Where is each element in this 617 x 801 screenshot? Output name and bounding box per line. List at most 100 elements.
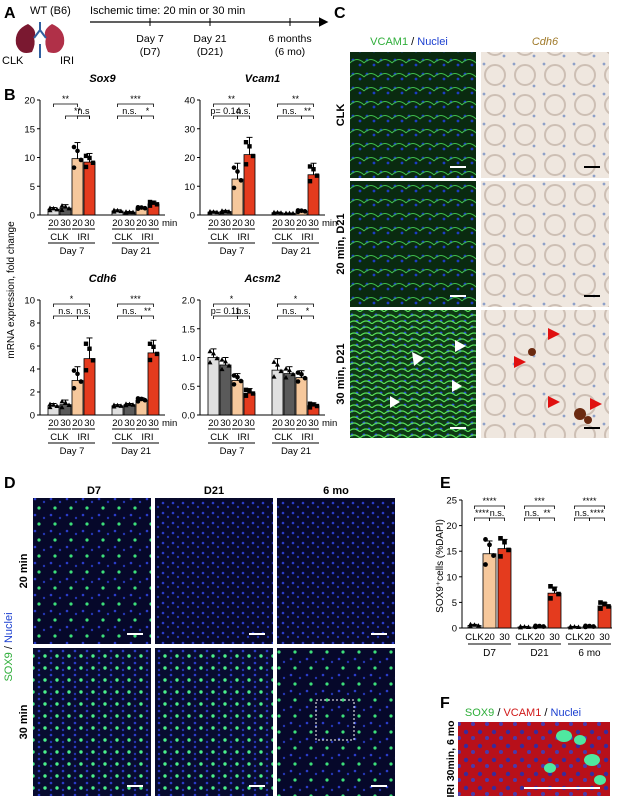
data-point xyxy=(71,144,77,150)
data-point xyxy=(207,359,213,365)
data-point xyxy=(602,601,607,607)
y-tick-label: 0 xyxy=(30,411,35,422)
panel-f: SOX9 / VCAM1 / Nuclei IRI 30min, 6 mo xyxy=(445,707,610,798)
x-tick-label: CLK xyxy=(515,632,534,643)
d-side-label: SOX9 / Nuclei xyxy=(3,612,15,681)
data-point xyxy=(59,203,65,208)
data-point xyxy=(290,210,296,216)
c-header-cdh6: Cdh6 xyxy=(532,36,559,48)
c-header-slash: / xyxy=(408,36,417,48)
c-row-30min: 30 min, D21 xyxy=(335,343,347,404)
data-point xyxy=(135,204,141,210)
d-img-30-d21 xyxy=(155,648,273,796)
x-tick-label: 20 xyxy=(48,218,59,229)
x-tick-label: 30 xyxy=(124,218,135,229)
sig-bracket xyxy=(301,315,314,319)
data-point xyxy=(207,209,213,214)
x-tick-label: 20 xyxy=(232,418,243,429)
d-img-20-d21 xyxy=(155,498,273,644)
sig-bracket xyxy=(301,115,314,119)
c-header-vcam: VCAM1 / Nuclei xyxy=(370,36,448,48)
x-tick-label: CLK xyxy=(465,632,484,643)
data-point xyxy=(468,621,473,627)
bar xyxy=(219,364,232,416)
x-tick-label: 20 xyxy=(112,218,123,229)
c-brown-stain xyxy=(528,348,592,424)
data-point xyxy=(583,623,588,629)
data-point xyxy=(483,562,488,567)
x-unit-label: min xyxy=(162,418,177,429)
sig-bracket xyxy=(213,115,238,119)
data-point xyxy=(111,207,117,213)
bar xyxy=(147,352,160,416)
data-point xyxy=(66,402,72,408)
x-group-clk: CLK xyxy=(114,432,133,443)
f-header: SOX9 / VCAM1 / Nuclei xyxy=(465,707,581,719)
data-point xyxy=(518,623,523,629)
x-tick-label: 30 xyxy=(60,418,71,429)
d-inset-box xyxy=(315,699,355,741)
data-point xyxy=(207,348,213,354)
sig-bracket xyxy=(474,505,505,509)
x-tick-label: 30 xyxy=(84,218,95,229)
sig-bracket xyxy=(53,103,78,107)
sig-label: n.s. xyxy=(76,306,91,316)
sig-label: * xyxy=(146,106,150,116)
bar xyxy=(497,548,512,629)
sig-bracket xyxy=(574,505,605,509)
data-point xyxy=(235,169,240,174)
sig-label: * xyxy=(230,294,234,304)
data-point xyxy=(83,164,89,170)
data-point xyxy=(111,402,117,407)
data-point xyxy=(231,373,237,378)
c-if-30min xyxy=(350,310,476,438)
data-point xyxy=(247,388,252,394)
x-tick-label: 30 xyxy=(244,218,255,229)
sig-label: n.s. xyxy=(236,106,251,116)
data-point xyxy=(47,401,53,407)
x-group-iri: IRI xyxy=(141,232,153,243)
x-group-iri: IRI xyxy=(77,432,89,443)
x-tick-label: 20 xyxy=(296,418,307,429)
data-point xyxy=(71,368,77,373)
data-point xyxy=(147,357,153,363)
d-col-d7: D7 xyxy=(87,485,101,497)
sig-label: n.s. xyxy=(122,106,137,116)
x-tick-label: 30 xyxy=(220,218,231,229)
x-tick-label: 30 xyxy=(599,632,610,643)
data-point xyxy=(307,178,313,184)
sig-bracket xyxy=(213,315,238,319)
x-tick-label: 20 xyxy=(534,632,545,643)
y-tick-label: 10 xyxy=(24,153,35,164)
f-sox9-nuclei xyxy=(544,730,606,785)
data-point xyxy=(302,375,308,381)
kidney-icon xyxy=(15,22,65,58)
x-unit-label: min xyxy=(322,418,337,429)
data-point xyxy=(541,624,546,629)
y-tick-label: 0.0 xyxy=(182,411,195,422)
data-point xyxy=(154,351,160,357)
data-point xyxy=(283,374,289,380)
c-ihc-20min xyxy=(481,181,609,307)
data-point xyxy=(287,210,292,216)
y-tick-label: 20 xyxy=(24,96,35,107)
data-point xyxy=(87,155,92,161)
data-point xyxy=(483,537,488,542)
data-point xyxy=(556,591,561,597)
data-point xyxy=(135,396,141,401)
chart-title: Vcam1 xyxy=(245,73,280,85)
sig-bracket xyxy=(53,303,90,307)
x-group-iri: IRI xyxy=(141,432,153,443)
f-header-slash2: / xyxy=(541,707,550,719)
x-group-clk: CLK xyxy=(50,432,69,443)
data-point xyxy=(506,547,511,553)
x-group-clk: CLK xyxy=(274,232,293,243)
sig-label: n.s. xyxy=(58,306,73,316)
sig-label: **** xyxy=(590,508,605,518)
data-point xyxy=(223,208,228,213)
x-tick-label: 20 xyxy=(484,632,495,643)
x-group-iri: IRI xyxy=(237,232,249,243)
d-side-slash: / xyxy=(3,643,15,652)
